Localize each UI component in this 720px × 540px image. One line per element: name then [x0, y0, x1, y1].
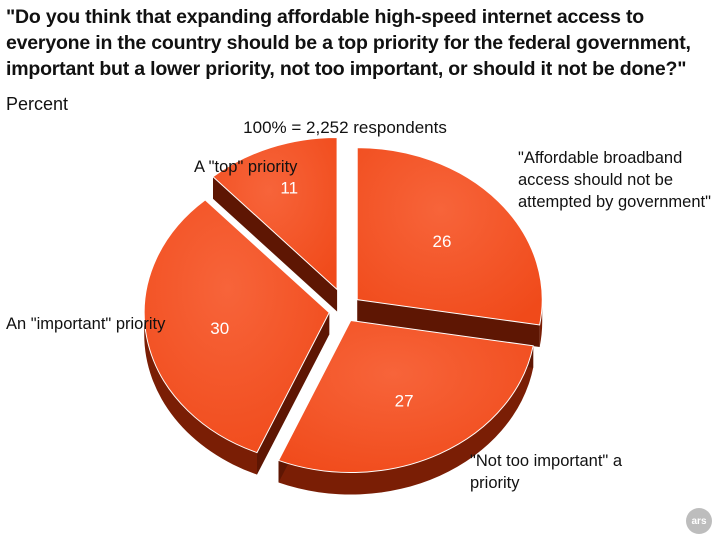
slice-label-important: An "important" priority: [6, 315, 166, 333]
ars-logo: ars: [686, 508, 712, 534]
pie-slice-important: [143, 199, 330, 454]
chart-title: "Do you think that expanding affordable …: [6, 6, 691, 80]
value-label-top: 11: [280, 178, 298, 197]
value-label-not-attempted: 26: [433, 232, 452, 251]
pie-slice-top: [212, 136, 338, 291]
pie-slice-not-too-important: [277, 319, 534, 473]
chart-subtitle: Percent: [6, 94, 69, 114]
pie-slice-not-attempted: [356, 147, 543, 326]
slice-side-top: [212, 176, 338, 312]
value-label-not-too-important: 27: [395, 392, 414, 411]
slice-label-top: A "top" priority: [194, 158, 298, 176]
respondents-total: 100% = 2,252 respondents: [243, 118, 447, 137]
slice-label-not-too-important: "Not too important" a priority: [470, 452, 623, 492]
slice-side-not-attempted: [357, 299, 543, 347]
slice-label-not-attempted: "Affordable broadband access should not …: [518, 149, 711, 211]
value-label-important: 30: [210, 319, 229, 338]
